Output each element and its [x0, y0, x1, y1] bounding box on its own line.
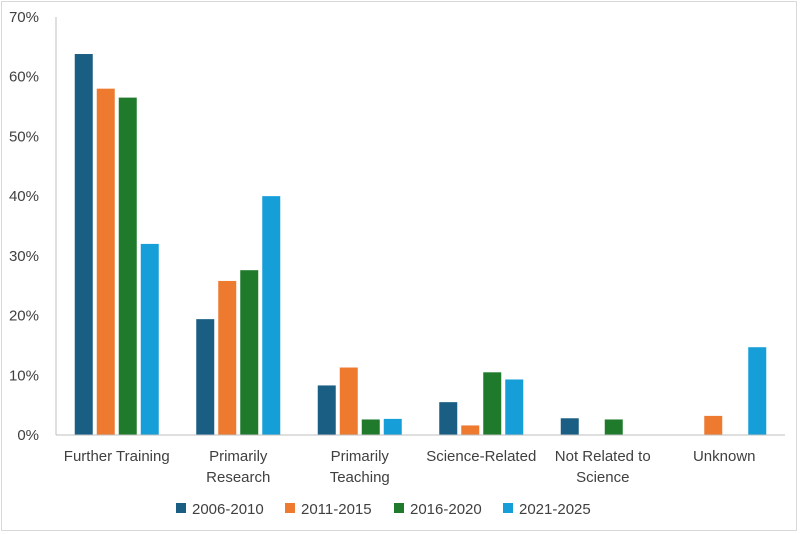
y-tick-label: 60% — [9, 69, 39, 86]
legend-label: 2016-2020 — [410, 501, 482, 518]
bar-2006-2010-primarily-research — [196, 319, 215, 435]
x-tick-label: Unknown — [693, 448, 756, 465]
x-tick-label: Science-Related — [426, 448, 536, 465]
x-tick-label: Primarily — [331, 448, 390, 465]
bar-2006-2010-further-training — [74, 54, 93, 436]
bar-2016-2020-primarily-teaching — [361, 419, 380, 435]
y-axis-tick-labels: 0% 10% 20% 30% 40% 50% 60% 70% — [9, 9, 39, 444]
x-tick-label: Research — [206, 469, 270, 486]
legend-label: 2011-2015 — [301, 501, 372, 518]
y-tick-label: 0% — [17, 427, 39, 444]
bar-2016-2020-primarily-research — [240, 270, 259, 435]
legend: 2006-2010 2011-2015 2016-2020 2021-2025 — [176, 501, 591, 518]
legend-swatch — [503, 503, 513, 513]
y-tick-label: 20% — [9, 308, 39, 325]
x-tick-label: Not Related to — [555, 448, 651, 465]
y-tick-label: 50% — [9, 128, 39, 145]
x-axis-tick-labels: Further Training Primarily Research Primari… — [64, 448, 756, 486]
legend-label: 2006-2010 — [192, 501, 264, 518]
bar-2021-2025-unknown — [748, 347, 767, 435]
legend-swatch — [176, 503, 186, 513]
y-tick-label: 70% — [9, 9, 39, 26]
bar-2021-2025-primarily-research — [262, 196, 281, 435]
bar-2021-2025-further-training — [140, 243, 159, 435]
bar-2011-2015-unknown — [704, 415, 723, 435]
legend-swatch — [394, 503, 404, 513]
bar-2006-2010-primarily-teaching — [317, 385, 336, 435]
bar-2011-2015-science-related — [461, 425, 480, 435]
bar-2006-2010-not-related-to-science — [560, 418, 579, 435]
x-tick-label: Teaching — [330, 469, 390, 486]
x-tick-label: Science — [576, 469, 629, 486]
bar-2016-2020-not-related-to-science — [604, 419, 623, 435]
x-tick-label: Further Training — [64, 448, 170, 465]
legend-label: 2021-2025 — [519, 501, 591, 518]
bar-2021-2025-science-related — [505, 379, 524, 435]
bar-2011-2015-primarily-research — [218, 280, 237, 435]
bar-series-group — [74, 54, 767, 436]
x-tick-label: Primarily — [209, 448, 268, 465]
y-tick-label: 10% — [9, 367, 39, 384]
bar-2016-2020-further-training — [118, 97, 137, 436]
y-tick-label: 30% — [9, 248, 39, 265]
legend-swatch — [285, 503, 295, 513]
bar-2021-2025-primarily-teaching — [383, 418, 402, 435]
y-tick-label: 40% — [9, 188, 39, 205]
bar-2016-2020-science-related — [483, 372, 502, 435]
bar-2006-2010-science-related — [439, 402, 458, 435]
bar-2011-2015-further-training — [96, 88, 115, 435]
bar-2011-2015-primarily-teaching — [339, 367, 358, 435]
